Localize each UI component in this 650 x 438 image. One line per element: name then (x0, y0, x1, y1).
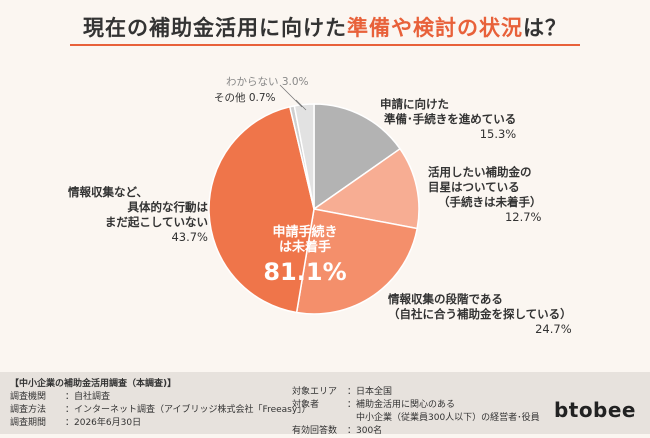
title-part-1: 現在の補助金活用に向けた (83, 16, 347, 40)
center-label: 申請手続き は未着手 81.1% (255, 225, 355, 286)
survey-target: 対象エリア ：日本全国 対象者 ：補助金活用に関心のある 中小企業（従業員300人以… (292, 386, 540, 438)
pie-slice-6 (293, 103, 315, 210)
label-slice-4-pct: 43.7% (171, 230, 208, 244)
label-slice-3-pct: 24.7% (535, 322, 572, 336)
label-slice-1-line-1: 申請に向けた (380, 97, 449, 111)
pie-slice-2 (312, 147, 420, 230)
label-slice-2-line-3: （手続きは未着手） (438, 195, 542, 209)
label-slice-5: その他 0.7% (214, 92, 276, 104)
label-slice-3: 情報収集の段階である （自社に合う補助金を探している） 24.7% (388, 292, 572, 337)
target-row: 対象者 ：補助金活用に関心のある (292, 400, 456, 410)
label-slice-1-pct: 15.3% (479, 127, 517, 141)
label-slice-2: 活用したい補助金の 目星はついている （手続きは未着手） 12.7% (428, 165, 542, 225)
title-underline (70, 44, 580, 46)
survey-footer: 【中小企業の補助金活用調査（本調査)】 調査機関 ：自社調査 調査方法 ：インターネ… (0, 372, 650, 436)
leader-line-1 (295, 99, 307, 111)
leader-line-2 (279, 84, 303, 108)
label-slice-2-line-2: 目星はついている (428, 180, 520, 194)
label-slice-4-line-3: まだ起こしていない (104, 215, 208, 229)
target-row: 有効回答数 ：300名 (292, 426, 383, 436)
pie-slice-3 (295, 208, 419, 315)
survey-details: 【中小企業の補助金活用調査（本調査)】 調査機関 ：自社調査 調査方法 ：インターネ… (10, 378, 311, 430)
label-slice-2-line-1: 活用したい補助金の (428, 165, 532, 179)
pie-slice-1 (313, 103, 402, 211)
label-slice-4-line-2: 具体的な行動は (127, 200, 209, 214)
chart-title: 現在の補助金活用に向けた準備や検討の状況は？ (0, 12, 650, 42)
survey-row: 調査方法 ：インターネット調査（アイブリッジ株式会社「Freeasy」） (10, 405, 311, 415)
brand-logo: btobee (553, 398, 636, 422)
label-slice-3-line-1: 情報収集の段階である (388, 292, 503, 306)
label-slice-2-pct: 12.7% (504, 210, 542, 224)
label-slice-3-line-2: （自社に合う補助金を探している） (388, 307, 572, 321)
label-slice-4-line-1: 情報収集など、 (68, 185, 148, 199)
survey-row: 調査期間 ：2026年6月30日 (10, 418, 142, 428)
center-value: 81.1% (263, 258, 347, 286)
label-slice-1: 申請に向けた 準備･手続きを進めている 15.3% (380, 97, 516, 142)
center-line-2: は未着手 (278, 240, 331, 255)
target-row: 対象エリア ：日本全国 (292, 387, 393, 397)
label-slice-4: 情報収集など、 具体的な行動は まだ起こしていない 43.7% (68, 185, 208, 245)
label-slice-1-line-2: 準備･手続きを進めている (384, 112, 517, 126)
survey-heading: 【中小企業の補助金活用調査（本調査)】 (10, 379, 177, 389)
label-slice-6: わからない 3.0% (226, 76, 309, 88)
center-line-1: 申請手続き (272, 225, 338, 240)
pie-slice-4 (208, 105, 315, 314)
survey-row: 調査機関 ：自社調査 (10, 392, 111, 402)
title-accent: 準備や検討の状況 (347, 16, 523, 40)
title-part-3: は？ (523, 16, 567, 40)
target-row: 中小企業（従業員300人以下）の経営者･役員 (347, 413, 540, 423)
